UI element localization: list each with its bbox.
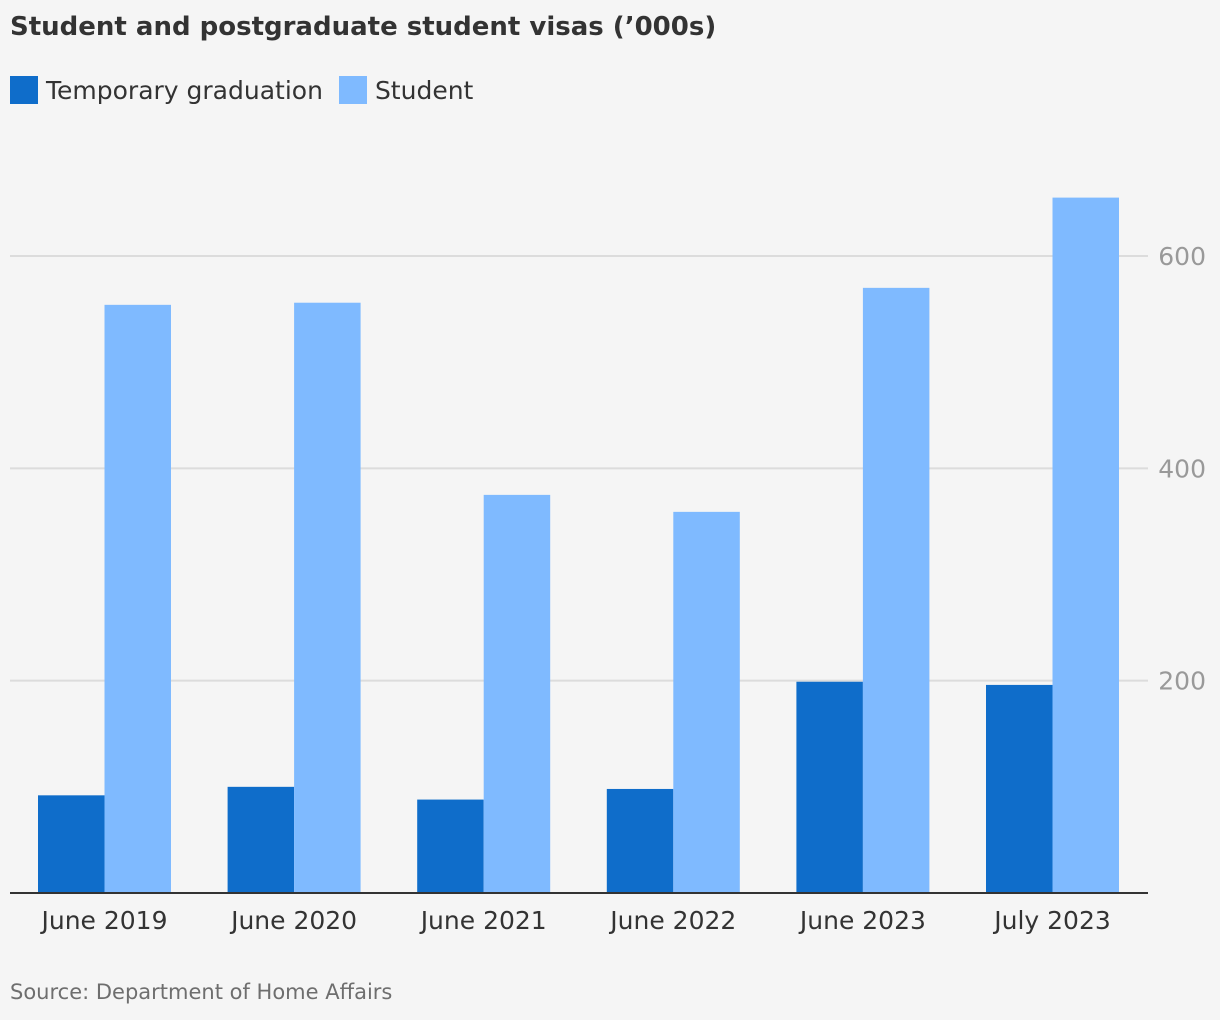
x-tick-label-2: June 2021	[419, 906, 547, 935]
bar-temporary-graduation-3	[606, 788, 674, 893]
x-tick-label-4: June 2023	[798, 906, 926, 935]
bar-student-5	[1052, 197, 1119, 893]
y-tick-label-600: 600	[1158, 242, 1206, 271]
bar-student-1	[294, 302, 361, 893]
bar-temporary-graduation-2	[417, 799, 484, 893]
bar-student-4	[862, 287, 930, 894]
bar-student-3	[673, 511, 740, 893]
x-tick-label-5: July 2023	[992, 906, 1111, 935]
bar-temporary-graduation-4	[796, 681, 863, 893]
legend-item-student: Student	[338, 75, 474, 105]
legend-label-student: Student	[374, 75, 474, 105]
legend: Temporary graduation Student	[10, 74, 489, 106]
bar-temporary-graduation-1	[227, 786, 295, 893]
bar-student-2	[483, 494, 551, 893]
bar-temporary-graduation-5	[986, 684, 1053, 893]
source-note: Source: Department of Home Affairs	[10, 980, 393, 1004]
x-tick-label-0: June 2019	[39, 906, 167, 935]
y-tick-label-200: 200	[1158, 667, 1206, 696]
bar-student-0	[104, 304, 171, 893]
legend-label-temporary-graduation: Temporary graduation	[46, 75, 323, 105]
bar-temporary-graduation-0	[38, 795, 105, 893]
legend-item-temporary-graduation: Temporary graduation	[10, 76, 323, 105]
y-tick-label-400: 400	[1158, 454, 1206, 483]
legend-swatch-student	[338, 76, 367, 104]
legend-swatch-temporary-graduation	[10, 76, 38, 104]
chart-title: Student and postgraduate student visas (…	[10, 12, 717, 42]
x-tick-label-3: June 2022	[608, 906, 736, 935]
x-tick-label-1: June 2020	[229, 906, 357, 935]
